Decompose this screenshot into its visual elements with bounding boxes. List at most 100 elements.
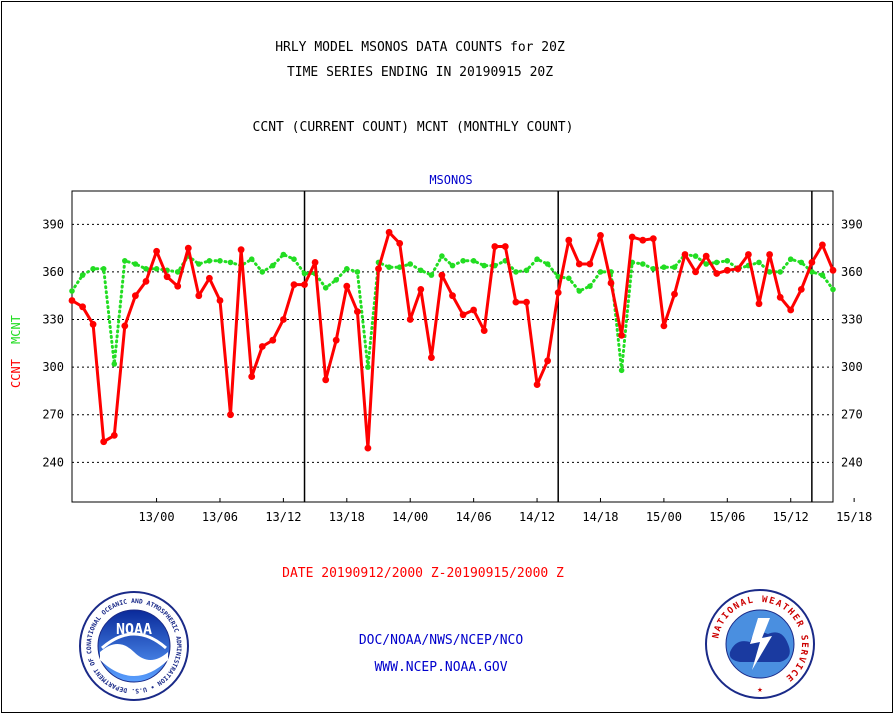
data-point-ccnt [797, 286, 805, 293]
data-point-ccnt [819, 241, 826, 249]
x-tick-label: 14/06 [456, 510, 492, 524]
data-point-ccnt [618, 332, 625, 339]
data-point-ccnt [248, 373, 256, 380]
data-point-mcnt [830, 286, 836, 293]
data-point-ccnt [322, 376, 330, 384]
data-point-mcnt [618, 367, 625, 374]
data-point-ccnt [713, 270, 721, 277]
data-point-mcnt [460, 258, 466, 264]
data-point-ccnt [607, 279, 615, 287]
data-point-ccnt [428, 354, 435, 361]
data-point-mcnt [555, 273, 561, 280]
data-point-ccnt [227, 411, 234, 419]
data-point-ccnt [808, 259, 816, 266]
data-point-ccnt [702, 252, 710, 260]
data-point-mcnt [291, 256, 297, 263]
data-point-mcnt [470, 258, 477, 264]
data-point-mcnt [576, 288, 583, 294]
chart-legend-description: CCNT (CURRENT COUNT) MCNT (MONTHLY COUNT… [252, 120, 574, 135]
data-point-mcnt [90, 266, 96, 272]
data-point-ccnt [438, 271, 446, 279]
data-point-ccnt [755, 300, 763, 308]
y-tick-label-left: 390 [42, 217, 64, 231]
data-point-mcnt [534, 256, 540, 263]
data-point-ccnt [586, 260, 594, 268]
org-label: DOC/NOAA/NWS/NCEP/NCO [358, 633, 524, 648]
x-tick-label: 14/12 [519, 510, 555, 524]
x-tick-label: 15/06 [709, 510, 745, 524]
data-point-ccnt [723, 266, 731, 274]
data-point-mcnt [428, 272, 435, 278]
x-tick-label: 13/18 [329, 510, 365, 524]
data-point-ccnt [184, 244, 192, 252]
data-point-ccnt [280, 316, 287, 323]
x-tick-label: 14/18 [582, 510, 618, 524]
data-point-mcnt [100, 266, 107, 272]
nws-star-icon: ★ [757, 685, 763, 695]
x-tick-label: 13/00 [138, 510, 174, 524]
data-point-ccnt [533, 381, 541, 388]
data-point-ccnt [491, 243, 499, 250]
data-point-ccnt [301, 281, 308, 288]
data-point-ccnt [554, 289, 562, 296]
data-point-mcnt [333, 277, 340, 283]
data-point-ccnt [470, 306, 477, 314]
data-point-mcnt [544, 261, 551, 267]
data-point-ccnt [375, 265, 382, 273]
data-point-mcnt [713, 259, 720, 266]
data-point-mcnt [196, 261, 202, 267]
x-tick-label: 15/12 [773, 510, 809, 524]
data-point-ccnt [597, 232, 604, 239]
y-tick-label-right: 300 [841, 360, 863, 374]
data-point-mcnt [449, 262, 456, 269]
data-point-ccnt [396, 240, 404, 247]
data-point-mcnt [79, 272, 86, 278]
grid-layer [72, 191, 833, 502]
data-point-ccnt [459, 311, 467, 319]
data-point-ccnt [671, 290, 678, 298]
data-point-mcnt [174, 269, 181, 275]
data-point-ccnt [132, 292, 139, 300]
x-tick-label: 13/06 [202, 510, 238, 524]
data-point-ccnt [512, 298, 520, 306]
data-point-ccnt [100, 438, 108, 446]
data-point-mcnt [587, 283, 593, 290]
data-point-ccnt [269, 336, 277, 344]
data-point-ccnt [829, 266, 837, 274]
y-tick-label-right: 390 [841, 217, 863, 231]
data-point-mcnt [787, 256, 794, 263]
data-point-mcnt [481, 262, 488, 269]
nws-logo: NATIONAL WEATHER SERVICE ★ [705, 589, 815, 699]
x-tick-label: 15/00 [646, 510, 682, 524]
data-point-ccnt [121, 322, 129, 330]
data-point-ccnt [79, 303, 86, 311]
noaa-logo: NATIONAL OCEANIC AND ATMOSPHERIC ADMINIS… [78, 590, 189, 701]
data-point-ccnt [565, 236, 573, 244]
x-tick-label: 14/00 [392, 510, 428, 524]
data-point-mcnt [703, 261, 709, 267]
series-layer [68, 228, 837, 452]
website-link[interactable]: WWW.NCEP.NOAA.GOV [374, 660, 508, 675]
data-point-ccnt [575, 260, 583, 268]
data-point-ccnt [290, 281, 298, 288]
data-point-ccnt [745, 251, 752, 258]
data-point-ccnt [237, 246, 245, 254]
data-point-mcnt [692, 253, 699, 259]
data-point-mcnt [122, 258, 128, 264]
data-point-mcnt [132, 261, 139, 267]
data-point-ccnt [523, 298, 530, 306]
data-point-ccnt [406, 316, 414, 323]
data-point-mcnt [217, 258, 223, 264]
data-point-mcnt [365, 364, 371, 370]
data-point-mcnt [777, 269, 783, 275]
data-point-ccnt [364, 444, 372, 452]
data-point-ccnt [206, 274, 213, 282]
data-point-mcnt [143, 266, 149, 272]
data-point-ccnt [544, 357, 551, 365]
data-point-ccnt [449, 292, 456, 300]
axis-layer: 240 240 270 270 300 300 330 330 360 360 390 390 13/0… [42, 217, 872, 524]
data-point-ccnt [343, 282, 351, 290]
data-point-ccnt [385, 228, 393, 236]
data-point-ccnt [639, 236, 647, 244]
